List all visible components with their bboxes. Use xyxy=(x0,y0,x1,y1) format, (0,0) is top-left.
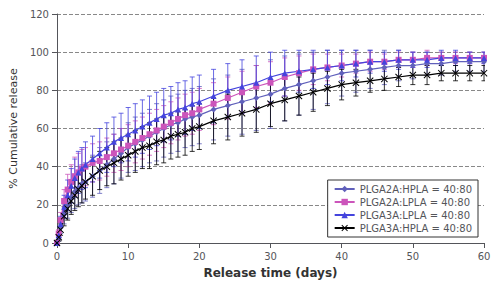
svg-text:100: 100 xyxy=(30,47,49,58)
svg-text:20: 20 xyxy=(36,199,49,210)
svg-text:60: 60 xyxy=(36,123,49,134)
svg-text:80: 80 xyxy=(36,85,49,96)
svg-text:120: 120 xyxy=(30,9,49,20)
svg-text:PLGA3A:LPLA = 40:80: PLGA3A:LPLA = 40:80 xyxy=(360,210,470,221)
svg-text:PLGA3A:HPLA = 40:80: PLGA3A:HPLA = 40:80 xyxy=(360,223,472,234)
svg-text:60: 60 xyxy=(478,251,491,262)
svg-text:20: 20 xyxy=(193,251,206,262)
svg-text:Release time (days): Release time (days) xyxy=(203,266,337,280)
svg-text:PLGA2A:HPLA = 40:80: PLGA2A:HPLA = 40:80 xyxy=(360,184,472,195)
svg-text:% Cumulative release: % Cumulative release xyxy=(7,68,20,189)
svg-text:40: 40 xyxy=(335,251,348,262)
svg-text:0: 0 xyxy=(43,238,49,249)
svg-text:PLGA2A:LPLA = 40:80: PLGA2A:LPLA = 40:80 xyxy=(360,197,470,208)
svg-text:50: 50 xyxy=(406,251,419,262)
svg-text:30: 30 xyxy=(264,251,277,262)
svg-text:0: 0 xyxy=(54,251,60,262)
svg-text:40: 40 xyxy=(36,161,49,172)
svg-text:10: 10 xyxy=(122,251,135,262)
